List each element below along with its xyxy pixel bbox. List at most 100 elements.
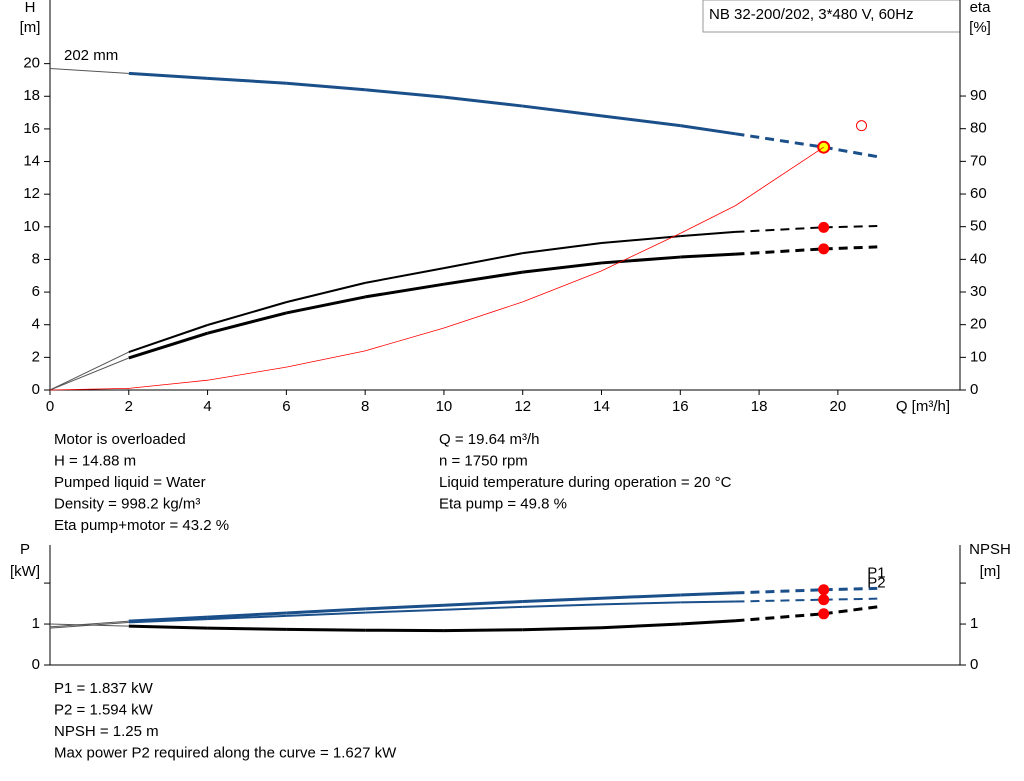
x-tick-label: 20	[830, 398, 847, 415]
y-tick-label: 0	[32, 656, 40, 673]
x-axis-title: Q [m³/h]	[896, 398, 950, 415]
curve-segment	[286, 350, 366, 368]
info-text: Eta pump+motor = 43.2 %	[54, 517, 229, 534]
y-tick-label: 60	[970, 185, 987, 202]
curve-segment	[522, 596, 602, 604]
duty-point	[818, 584, 830, 596]
curve-segment	[680, 230, 736, 238]
duty-point	[818, 608, 830, 620]
y-tick-label: 1	[32, 615, 40, 632]
y-tick-label: 12	[23, 185, 40, 202]
curve-segment	[680, 124, 736, 136]
curve-segment	[286, 81, 366, 92]
info-text: P1 = 1.837 kW	[54, 680, 154, 697]
info-text: NPSH = 1.25 m	[54, 723, 159, 740]
x-tick-label: 2	[125, 398, 133, 415]
curve-segment	[735, 247, 824, 256]
curve-segment	[522, 603, 602, 608]
curve-segment	[522, 261, 602, 274]
curve-segment	[128, 324, 208, 354]
curve-segment	[286, 281, 366, 304]
y-tick-label: 80	[970, 120, 987, 137]
y-tick-label: 0	[970, 656, 978, 673]
curve-segment	[680, 591, 736, 597]
curve-segment	[286, 627, 366, 632]
y-tick-label: 6	[32, 283, 40, 300]
x-tick-label: 6	[282, 398, 290, 415]
title-box	[702, 0, 961, 33]
curve-segment	[128, 379, 208, 389]
curve-segment	[207, 626, 287, 631]
y-tick-label: 20	[970, 316, 987, 333]
curve-segment	[365, 327, 445, 352]
y-tick-label: 30	[970, 283, 987, 300]
curve-segment	[128, 618, 208, 624]
curve-segment	[601, 255, 681, 265]
y-tick-label: 0	[32, 381, 40, 398]
info-text: Liquid temperature during operation = 20…	[439, 474, 732, 491]
curve-segment	[522, 270, 602, 303]
curve-segment	[680, 252, 736, 259]
info-text: P2 = 1.594 kW	[54, 701, 154, 718]
curve-segment	[522, 104, 602, 118]
axis-title: P	[20, 541, 30, 558]
curve-segment	[365, 608, 444, 614]
curve-segment	[601, 601, 681, 606]
duty-point	[818, 243, 830, 255]
y-tick-label: 70	[970, 152, 987, 169]
curve-segment	[286, 295, 366, 315]
y-tick-label: 10	[970, 348, 987, 365]
axis-title: NPSH	[969, 541, 1011, 558]
curve-segment	[286, 607, 366, 615]
y-tick-label: 90	[970, 87, 987, 104]
curve-segment	[207, 614, 287, 621]
curve-segment	[443, 270, 523, 286]
curve-segment	[601, 232, 681, 272]
info-text: Max power P2 required along the curve = …	[54, 744, 397, 761]
x-tick-label: 8	[361, 398, 369, 415]
point	[856, 120, 868, 132]
curve-segment	[443, 301, 523, 329]
x-tick-label: 10	[436, 398, 453, 415]
y-tick-label: 8	[32, 250, 40, 267]
info-text: Eta pump = 49.8 %	[439, 495, 567, 512]
curve-segment	[364, 267, 445, 284]
x-tick-label: 12	[514, 398, 531, 415]
curve-segment	[443, 252, 523, 270]
y-tick-label: 2	[32, 348, 40, 365]
curve-segment	[49, 68, 129, 74]
curve-segment	[601, 235, 681, 245]
curve-segment	[823, 145, 878, 159]
x-tick-label: 0	[46, 398, 54, 415]
series-label: P2	[867, 575, 885, 592]
axis-title: [%]	[969, 19, 991, 36]
curve-segment	[735, 146, 824, 206]
curve-segment	[49, 351, 130, 391]
info-text: Pumped liquid = Water	[54, 474, 206, 491]
x-tick-label: 4	[203, 398, 211, 415]
y-tick-label: 10	[23, 218, 40, 235]
curve-segment	[735, 132, 824, 149]
curve-segment	[49, 623, 129, 627]
curve-segment	[207, 366, 287, 381]
curve-segment	[207, 76, 287, 85]
curve-segment	[49, 357, 129, 391]
chart-title: NB 32-200/202, 3*480 V, 60Hz	[709, 6, 914, 23]
curve-segment	[680, 205, 736, 234]
info-text: Q = 19.64 m³/h	[439, 431, 539, 448]
curve-segment	[522, 242, 602, 255]
curve-segment	[601, 114, 681, 128]
curve-segment	[49, 620, 129, 628]
curve-segment	[680, 619, 736, 626]
series-label: P1	[867, 564, 885, 581]
duty-point	[818, 221, 830, 233]
curve-label: 202 mm	[64, 47, 118, 64]
curve-segment	[49, 387, 129, 391]
x-tick-label: 14	[593, 398, 610, 415]
duty-point	[818, 594, 830, 606]
curve-segment	[601, 593, 681, 600]
axis-title: [kW]	[10, 563, 40, 580]
curve-segment	[680, 600, 736, 604]
y-tick-label: 14	[23, 153, 40, 170]
